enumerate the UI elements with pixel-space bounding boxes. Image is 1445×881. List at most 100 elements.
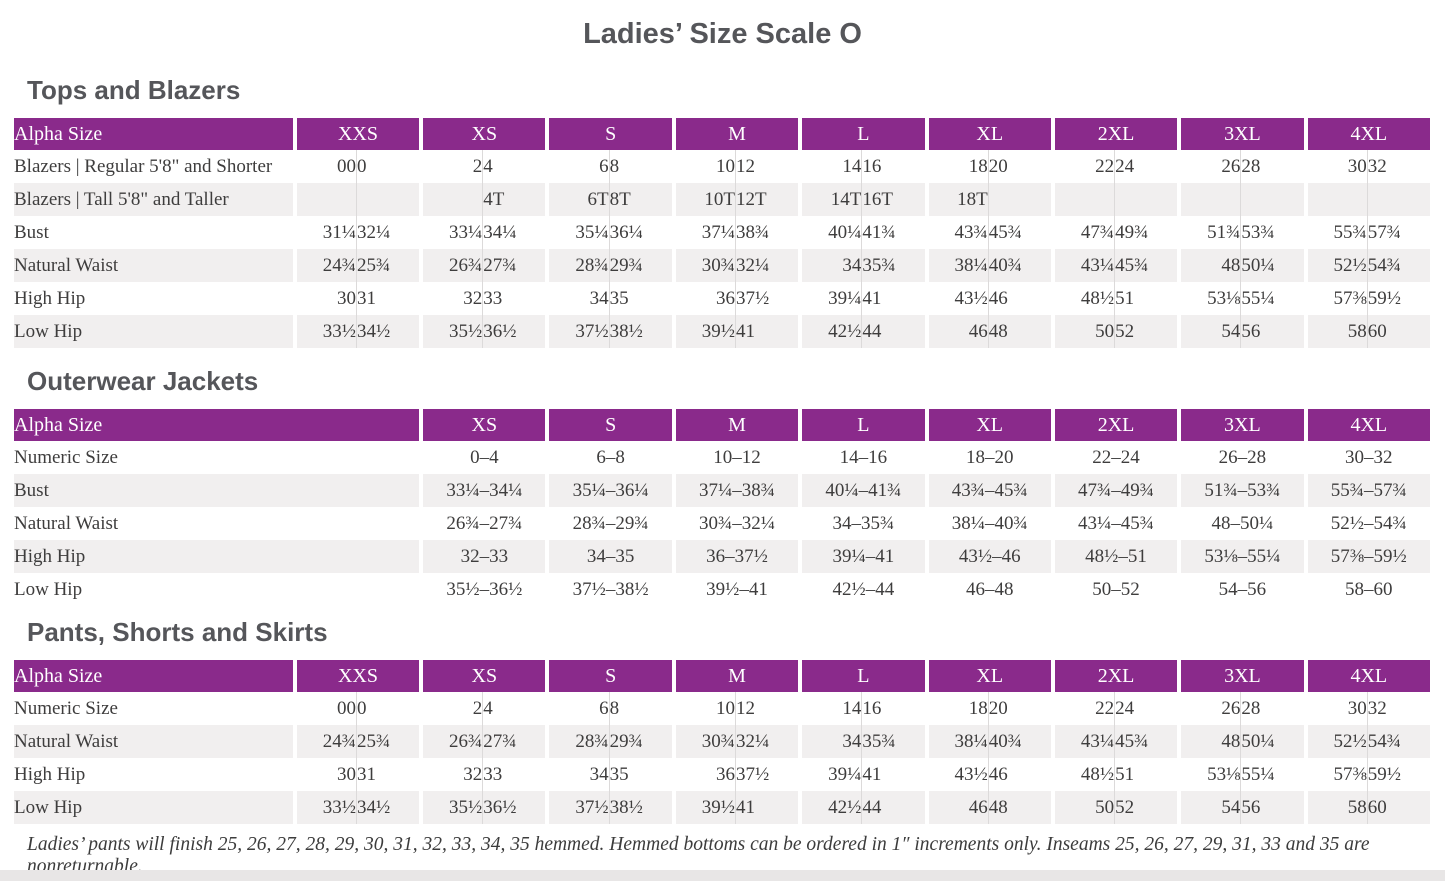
size-cell: 45¾ <box>1114 249 1178 282</box>
size-cell: 46 <box>924 315 988 348</box>
row-label: High Hip <box>14 540 420 573</box>
tops-and-blazers-table: Alpha Size XXS XS S M L XL 2XL 3XL 4XL Blazers | R… <box>14 118 1430 348</box>
size-cell: 38¼ <box>924 249 988 282</box>
size-cell: 36 <box>671 282 735 315</box>
size-cell: 51 <box>1114 282 1178 315</box>
page-bottom-strip <box>0 870 1445 881</box>
size-cell: 29¾ <box>608 725 672 758</box>
size-cell: 43¼ <box>1050 249 1115 282</box>
size-cell: 30¾ <box>671 725 735 758</box>
size-cell: 37½ <box>735 758 799 791</box>
size-cell: 52 <box>1114 315 1178 348</box>
size-cell: 34 <box>545 758 609 791</box>
size-cell: 33¼–34¼ <box>419 474 546 507</box>
size-cell: 36¼ <box>608 216 672 249</box>
size-cell: 39¼ <box>798 758 862 791</box>
size-cell: 30 <box>292 282 356 315</box>
table-row: Blazers | Regular 5'8" and Shorter 00 0 2 4 6… <box>14 150 1430 183</box>
size-cell: 36–37½ <box>671 540 799 573</box>
size-cell <box>987 183 1051 216</box>
size-cell: 43½ <box>924 282 988 315</box>
size-cell: 50¼ <box>1240 249 1304 282</box>
size-cell: 44 <box>861 315 925 348</box>
size-cell: 52½ <box>1303 249 1367 282</box>
size-cell: 49¾ <box>1114 216 1178 249</box>
size-cell: 18 <box>924 150 988 183</box>
size-cell: 59½ <box>1366 758 1430 791</box>
row-label: Blazers | Regular 5'8" and Shorter <box>14 150 293 183</box>
size-cell: 36 <box>671 758 735 791</box>
size-cell: 55¼ <box>1240 758 1304 791</box>
size-cell: 58 <box>1303 315 1367 348</box>
size-column-header: L <box>798 409 925 441</box>
size-cell: 42½–44 <box>798 573 925 606</box>
size-cell: 35½–36½ <box>419 573 546 606</box>
size-column-header: 2XL <box>1050 118 1178 150</box>
size-cell: 24¾ <box>292 249 356 282</box>
size-cell: 0 <box>355 150 420 183</box>
size-cell: 45¾ <box>1114 725 1178 758</box>
table-body: Numeric Size 0–4 6–8 10–12 14–16 18–20 22–24 26… <box>14 441 1430 606</box>
size-cell: 43¼ <box>1050 725 1115 758</box>
size-cell: 60 <box>1366 791 1430 824</box>
size-column-header: 3XL <box>1177 660 1304 692</box>
size-column-header: XS <box>419 660 546 692</box>
table-header: Alpha Size XXS XS S M L XL 2XL 3XL 4XL <box>14 118 1430 150</box>
size-cell: 40¾ <box>987 249 1051 282</box>
size-cell: 43¼–45¾ <box>1050 507 1178 540</box>
size-column-header: XL <box>924 409 1051 441</box>
size-cell: 53⅛ <box>1177 282 1241 315</box>
size-cell: 32¼ <box>735 725 799 758</box>
size-cell: 26¾ <box>419 725 483 758</box>
size-cell: 40¾ <box>987 725 1051 758</box>
size-cell <box>1177 183 1241 216</box>
size-cell: 54 <box>1177 315 1241 348</box>
size-column-header: XXS <box>292 118 420 150</box>
size-cell <box>1240 183 1304 216</box>
size-cell: 54¾ <box>1366 725 1430 758</box>
size-cell: 4 <box>482 150 546 183</box>
size-cell: 35¾ <box>861 249 925 282</box>
size-cell: 42½ <box>798 315 862 348</box>
table-body: Blazers | Regular 5'8" and Shorter 00 0 2 4 6… <box>14 150 1430 348</box>
size-cell: 14 <box>798 150 862 183</box>
size-cell: 20 <box>987 692 1051 725</box>
size-cell: 33 <box>482 282 546 315</box>
table-row: High Hip 30 31 32 33 34 35 36 37½ 39¼ 41 43½ 46 48½ 51… <box>14 282 1430 315</box>
size-cell: 8 <box>608 692 672 725</box>
size-cell: 48½–51 <box>1050 540 1178 573</box>
size-cell: 58–60 <box>1303 573 1430 606</box>
size-cell: 0 <box>355 692 420 725</box>
size-cell: 35¾ <box>861 725 925 758</box>
size-cell: 58 <box>1303 791 1367 824</box>
size-column-header: 3XL <box>1177 118 1304 150</box>
size-cell: 28¾ <box>545 249 609 282</box>
size-cell: 43½–46 <box>924 540 1051 573</box>
size-column-header: S <box>545 118 672 150</box>
size-cell: 43½ <box>924 758 988 791</box>
row-label: Numeric Size <box>14 692 293 725</box>
size-cell: 57⅜ <box>1303 758 1367 791</box>
page-title: Ladies’ Size Scale O <box>583 18 862 50</box>
size-cell: 35 <box>608 758 672 791</box>
size-cell: 44 <box>861 791 925 824</box>
row-label: High Hip <box>14 758 293 791</box>
size-cell: 53⅛–55¼ <box>1177 540 1304 573</box>
size-cell: 34½ <box>355 315 420 348</box>
size-cell: 00 <box>292 150 356 183</box>
size-cell: 51¾–53¾ <box>1177 474 1304 507</box>
size-cell: 10 <box>671 150 735 183</box>
row-label: Bust <box>14 216 293 249</box>
size-cell: 52½–54¾ <box>1303 507 1430 540</box>
size-cell: 22 <box>1050 692 1115 725</box>
size-cell: 6 <box>545 150 609 183</box>
size-cell: 12T <box>735 183 799 216</box>
size-cell: 37¼ <box>671 216 735 249</box>
size-cell: 35 <box>608 282 672 315</box>
size-cell: 39½ <box>671 791 735 824</box>
table-row: Low Hip 33½ 34½ 35½ 36½ 37½ 38½ 39½ 41 42½ 44 46 48 5… <box>14 791 1430 824</box>
size-cell: 37½ <box>545 791 609 824</box>
size-cell: 50 <box>1050 791 1115 824</box>
size-cell: 2 <box>419 150 483 183</box>
size-cell: 18T <box>924 183 988 216</box>
